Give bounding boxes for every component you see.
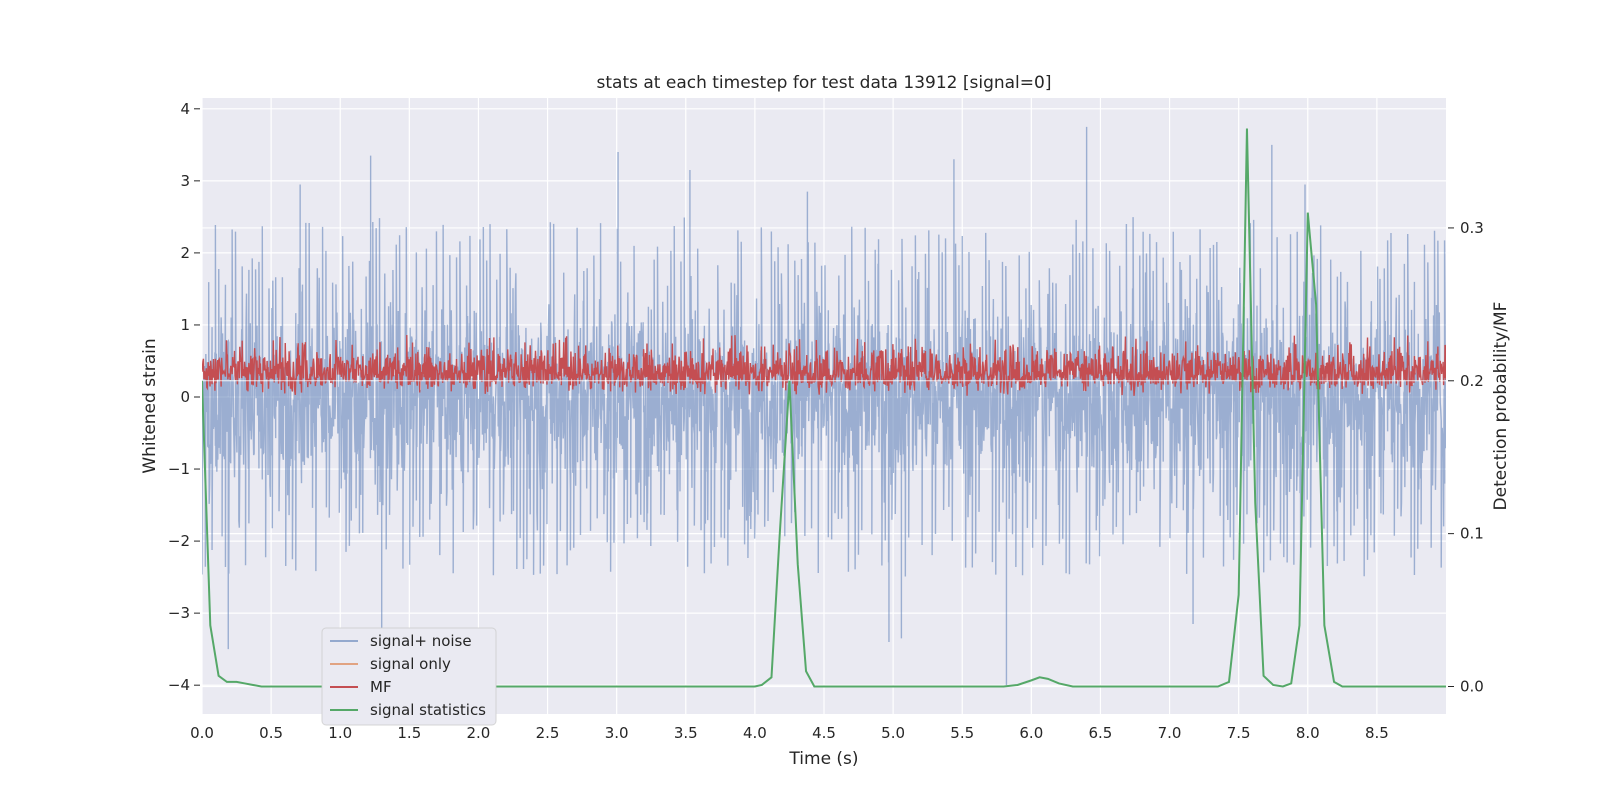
y-tick-label-left: −2 [168, 532, 190, 550]
ticks-layer: 0.0 0.5 1.0 1.5 2.0 2.5 3.0 3.5 4.0 4.5 5.0 5.5 6.0 6… [168, 100, 1484, 742]
y-tick-label-left: 2 [180, 244, 190, 262]
y-tick-label-left: 1 [180, 316, 190, 334]
x-tick-label: 5.0 [881, 724, 905, 742]
y-axis-label-left: Whitened strain [140, 338, 160, 473]
y-tick-label-right: 0.3 [1460, 219, 1484, 237]
legend-label-signal-only: signal only [370, 655, 451, 673]
x-tick-label: 3.0 [605, 724, 629, 742]
chart-title: stats at each timestep for test data 139… [597, 73, 1052, 93]
x-tick-label: 3.5 [674, 724, 698, 742]
legend-label-signal-statistics: signal statistics [370, 701, 486, 719]
series-mf-line [202, 335, 1446, 396]
series-layer [202, 126, 1446, 688]
x-tick-label: 7.5 [1227, 724, 1251, 742]
x-tick-label: 4.0 [743, 724, 767, 742]
y-tick-label-left: −4 [168, 676, 190, 694]
legend-label-mf: MF [370, 678, 392, 696]
x-tick-label: 5.5 [950, 724, 974, 742]
x-tick-label: 8.0 [1296, 724, 1320, 742]
x-tick-label: 1.0 [328, 724, 352, 742]
y-tick-label-left: 3 [180, 172, 190, 190]
series-signal-statistics-line [202, 128, 1446, 688]
x-tick-label: 4.5 [812, 724, 836, 742]
legend-box [321, 627, 497, 726]
y-tick-label-left: 0 [180, 388, 190, 406]
x-tick-label: 6.5 [1089, 724, 1113, 742]
x-axis-label: Time (s) [788, 749, 858, 769]
y-axis-label-right: Detection probability/MF [1491, 302, 1511, 511]
x-tick-label: 6.0 [1019, 724, 1043, 742]
x-tick-label: 0.0 [190, 724, 214, 742]
x-tick-label: 2.0 [467, 724, 491, 742]
legend: signal+ noise signal only MF signal stat… [321, 627, 497, 726]
y-tick-label-right: 0.0 [1460, 677, 1484, 695]
y-tick-label-left: −3 [168, 604, 190, 622]
y-tick-label-left: 4 [180, 100, 190, 118]
x-tick-label: 1.5 [397, 724, 421, 742]
series-signal-noise-line [202, 126, 1446, 686]
legend-label-signal-noise: signal+ noise [370, 632, 472, 650]
y-tick-label-right: 0.1 [1460, 525, 1484, 543]
y-tick-label-left: −1 [168, 460, 190, 478]
y-tick-label-right: 0.2 [1460, 372, 1484, 390]
x-tick-label: 0.5 [259, 724, 283, 742]
x-tick-label: 7.0 [1158, 724, 1182, 742]
x-tick-label: 2.5 [536, 724, 560, 742]
x-tick-label: 8.5 [1365, 724, 1389, 742]
